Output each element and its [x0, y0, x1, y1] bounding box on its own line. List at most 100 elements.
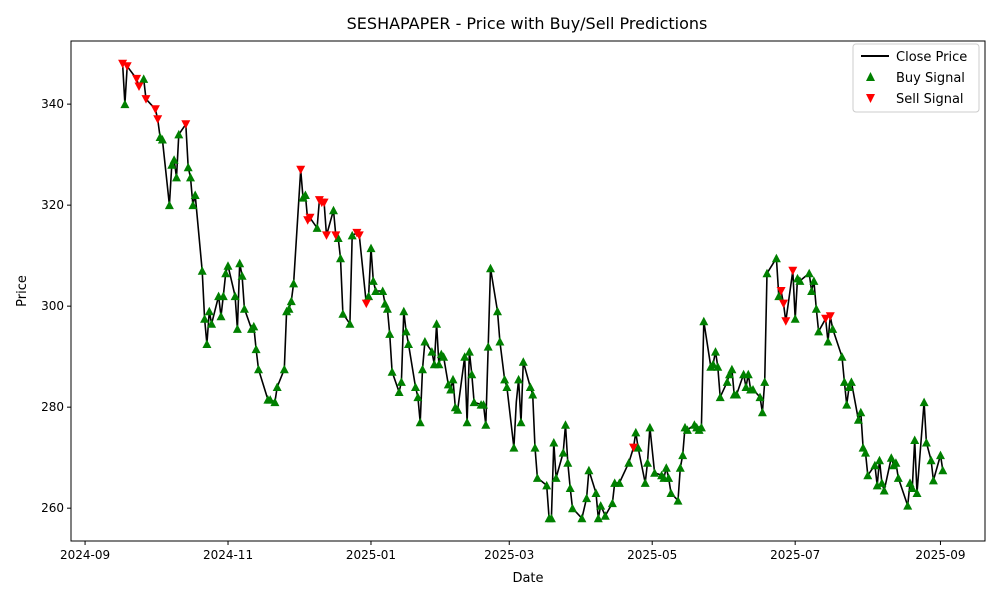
buy-signal-marker — [197, 266, 207, 275]
buy-signal-marker — [804, 268, 814, 278]
sell-signal-marker — [354, 231, 364, 240]
y-tick-label: 320 — [41, 198, 64, 212]
buy-signal-marker — [715, 392, 725, 402]
sell-signal-marker — [779, 299, 788, 309]
buy-signal-marker — [682, 425, 692, 434]
buy-signal-marker — [382, 304, 392, 313]
y-tick-label: 260 — [41, 501, 64, 515]
buy-signal-marker — [464, 347, 474, 356]
buy-signal-marker — [722, 377, 732, 386]
buy-signal-marker — [427, 347, 437, 356]
buy-signal-marker — [771, 253, 781, 263]
buy-signal-marker — [336, 253, 345, 263]
buy-signal-marker — [844, 382, 854, 391]
buy-signal-marker — [265, 395, 275, 404]
buy-signal-marker — [640, 478, 650, 487]
buy-signal-marker — [460, 352, 470, 361]
buy-signal-marker — [596, 501, 606, 510]
buy-signal-marker — [661, 463, 671, 472]
buy-signal-marker — [404, 339, 413, 348]
buy-signal-marker — [795, 276, 805, 285]
buy-signal-marker — [928, 475, 938, 485]
buy-signal-marker — [926, 455, 936, 465]
buy-signal-marker — [300, 190, 310, 199]
sell-signal-marker — [150, 105, 160, 114]
buy-signal-marker — [495, 337, 505, 346]
legend-box — [852, 43, 980, 113]
y-tick-label: 340 — [41, 97, 64, 111]
buy-signal-marker — [921, 438, 931, 447]
buy-signal-marker — [169, 155, 179, 164]
buy-signal-marker — [385, 329, 395, 338]
buy-signal-marker — [696, 422, 706, 432]
buy-signal-marker — [223, 261, 233, 270]
buy-signal-marker — [624, 458, 634, 467]
buy-signal-marker — [607, 498, 617, 508]
buy-signal-marker — [286, 296, 296, 306]
buy-signal-marker — [561, 420, 570, 429]
x-tick-label: 2025-01 — [346, 548, 396, 562]
sell-signal-marker — [305, 213, 315, 223]
buy-signal-marker — [500, 374, 510, 384]
buy-signal-marker — [762, 268, 772, 278]
buy-signal-marker — [481, 420, 491, 429]
buy-signal-marker — [807, 286, 817, 295]
buy-signal-layer — [120, 74, 948, 523]
buy-signal-marker — [284, 304, 294, 313]
buy-signal-marker — [483, 342, 493, 351]
buy-signal-marker — [418, 364, 427, 374]
buy-signal-marker — [666, 488, 676, 497]
buy-signal-marker — [462, 417, 472, 427]
buy-signal-marker — [312, 223, 322, 232]
buy-signal-marker — [486, 263, 495, 273]
buy-signal-marker — [239, 304, 249, 313]
sell-signal-marker — [141, 95, 151, 104]
buy-signal-marker — [448, 374, 458, 384]
buy-signal-marker — [502, 382, 512, 391]
sell-signal-marker — [132, 74, 142, 84]
buy-signal-marker — [230, 291, 240, 301]
buy-signal-marker — [329, 205, 338, 215]
buy-signal-marker — [699, 316, 709, 326]
legend-close-price-label: Close Price — [896, 50, 967, 65]
sell-signal-marker — [776, 287, 786, 296]
buy-signal-marker — [879, 486, 889, 495]
y-axis: 260 280 300 320 340 — [41, 97, 71, 515]
buy-signal-marker — [439, 352, 449, 361]
buy-signal-marker — [411, 382, 420, 391]
x-tick-label: 2025-03 — [484, 548, 534, 562]
buy-signal-marker — [516, 417, 526, 427]
sell-signal-marker — [319, 198, 329, 208]
buy-signal-marker — [272, 382, 282, 391]
y-tick-label: 300 — [41, 299, 64, 313]
buy-signal-marker — [204, 306, 214, 316]
buy-signal-marker — [420, 337, 430, 346]
buy-signal-marker — [732, 390, 742, 399]
sell-signal-marker — [331, 231, 341, 240]
buy-signal-marker — [755, 392, 765, 402]
buy-signal-marker — [853, 415, 863, 424]
buy-signal-marker — [542, 480, 552, 490]
buy-signal-marker — [528, 390, 538, 399]
buy-signal-marker — [218, 291, 228, 301]
buy-signal-marker — [387, 367, 397, 376]
sell-signal-marker — [821, 314, 831, 324]
buy-signal-marker — [270, 397, 280, 407]
buy-signal-marker — [727, 364, 737, 374]
buy-signal-marker — [614, 478, 624, 487]
plot-area — [70, 40, 986, 542]
buy-signal-marker — [530, 443, 540, 452]
buy-signal-marker — [577, 513, 587, 523]
buy-signal-marker — [200, 314, 210, 323]
buy-signal-marker — [910, 435, 920, 444]
buy-signal-marker — [912, 488, 922, 497]
buy-signal-marker — [893, 473, 903, 482]
buy-signal-marker — [549, 438, 559, 447]
buy-signal-marker — [396, 377, 406, 386]
buy-signal-marker — [364, 291, 374, 301]
x-tick-label: 2025-09 — [915, 548, 965, 562]
buy-signal-marker — [565, 483, 575, 492]
buy-signal-marker — [279, 364, 289, 374]
buy-signal-marker — [741, 382, 751, 391]
